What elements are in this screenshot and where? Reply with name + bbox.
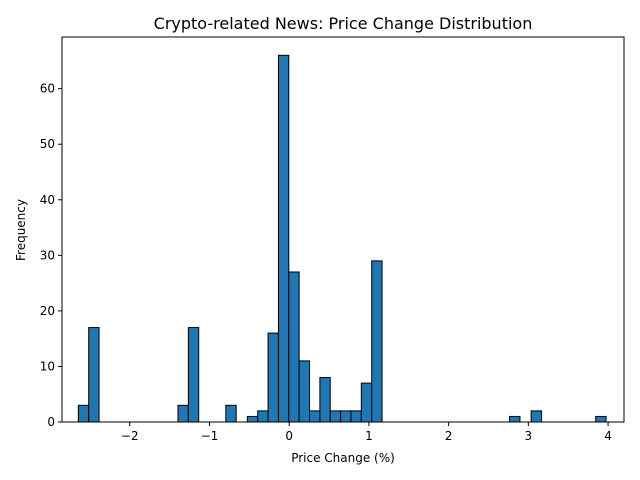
histogram-bar-20 (596, 416, 606, 422)
histogram-bar-5 (247, 416, 257, 422)
histogram-bar-17 (372, 261, 382, 422)
histogram-bar-7 (268, 333, 278, 422)
x-tick-label: 3 (525, 429, 533, 443)
y-tick-label: 10 (40, 359, 55, 373)
histogram-bar-4 (226, 405, 236, 422)
histogram-bar-9 (289, 272, 299, 422)
histogram-bar-1 (89, 328, 99, 422)
histogram-bar-18 (510, 416, 520, 422)
x-tick-label: 0 (285, 429, 293, 443)
histogram-bar-11 (310, 411, 320, 422)
histogram-bar-15 (351, 411, 361, 422)
histogram-bar-12 (320, 378, 330, 422)
y-tick-label: 20 (40, 304, 55, 318)
x-tick-label: 1 (365, 429, 373, 443)
x-tick-label: −2 (121, 429, 139, 443)
y-axis-label: Frequency (14, 199, 28, 261)
chart-title: Crypto-related News: Price Change Distri… (154, 14, 533, 33)
x-tick-label: −1 (201, 429, 219, 443)
x-tick-label: 4 (604, 429, 612, 443)
histogram-bar-16 (361, 383, 371, 422)
histogram-bar-10 (299, 361, 309, 422)
y-tick-label: 0 (47, 415, 55, 429)
y-tick-label: 50 (40, 137, 55, 151)
histogram-bar-0 (78, 405, 88, 422)
y-tick-label: 60 (40, 82, 55, 96)
histogram-bar-13 (330, 411, 340, 422)
x-axis-label: Price Change (%) (291, 451, 395, 465)
histogram-bar-2 (178, 405, 188, 422)
histogram-bar-6 (258, 411, 268, 422)
histogram-bar-14 (341, 411, 351, 422)
histogram-bar-8 (278, 55, 288, 422)
y-tick-label: 30 (40, 248, 55, 262)
histogram-bar-19 (531, 411, 541, 422)
x-tick-label: 2 (445, 429, 453, 443)
y-tick-label: 40 (40, 193, 55, 207)
histogram-bar-3 (188, 328, 198, 422)
